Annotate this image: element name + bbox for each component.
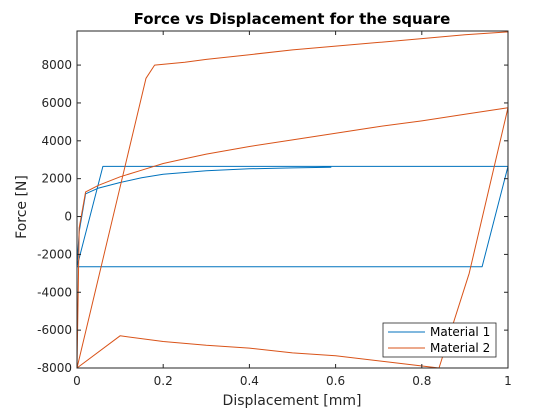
y-tick-label: -2000 (37, 247, 72, 261)
series-line-1 (76, 165, 509, 268)
y-tick-label: 0 (64, 210, 72, 224)
legend-box (382, 322, 497, 358)
y-tick-label: 2000 (41, 172, 72, 186)
x-tick-label: 0.8 (412, 374, 431, 388)
legend: Material 1 Material 2 (382, 322, 497, 358)
ticks-layer: 0 0.2 0.4 0.6 0.8 1 -8000 -6000 -4000 -2000 0 2000 4… (37, 31, 512, 388)
series-line-2 (76, 31, 509, 369)
x-axis-label: Displacement [mm] (223, 393, 362, 409)
x-tick-label: 0 (73, 374, 81, 388)
series-layer (76, 31, 509, 369)
y-tick-label: -8000 (37, 361, 72, 375)
legend-label-1: Material 1 (430, 325, 490, 339)
y-tick-label: 8000 (41, 58, 72, 72)
x-tick-label: 0.2 (154, 374, 173, 388)
chart-title: Force vs Displacement for the square (134, 10, 451, 28)
x-tick-label: 1 (504, 374, 512, 388)
x-tick-label: 0.4 (240, 374, 259, 388)
y-tick-label: -4000 (37, 285, 72, 299)
y-tick-label: -6000 (37, 323, 72, 337)
legend-label-2: Material 2 (430, 341, 490, 355)
axes-box (76, 30, 509, 369)
y-tick-label: 6000 (41, 96, 72, 110)
y-axis-label: Force [N] (14, 175, 30, 239)
x-tick-label: 0.6 (326, 374, 345, 388)
y-tick-label: 4000 (41, 134, 72, 148)
